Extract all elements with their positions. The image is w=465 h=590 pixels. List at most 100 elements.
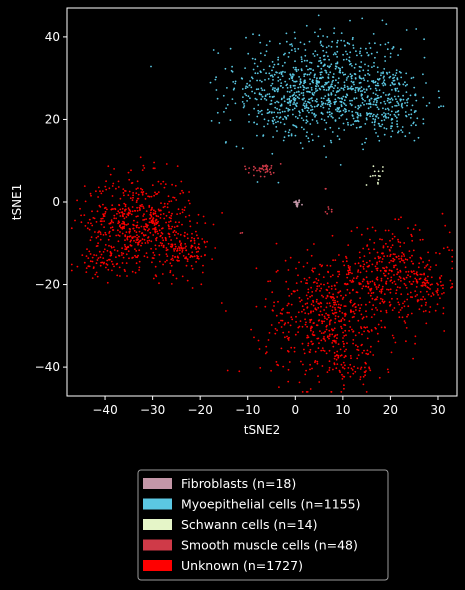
scatter-point — [284, 110, 286, 113]
scatter-point — [276, 107, 278, 110]
scatter-point — [370, 316, 373, 318]
scatter-point — [134, 254, 136, 257]
scatter-point — [441, 212, 444, 215]
scatter-point — [291, 75, 294, 78]
scatter-point — [315, 79, 318, 82]
scatter-point — [398, 82, 400, 85]
scatter-point — [123, 225, 125, 228]
scatter-point — [422, 296, 425, 298]
scatter-point — [280, 103, 283, 106]
scatter-point — [336, 281, 338, 284]
scatter-point — [306, 297, 309, 300]
scatter-point — [320, 44, 323, 47]
scatter-point — [423, 272, 425, 275]
scatter-point — [316, 362, 319, 365]
scatter-point — [106, 281, 109, 284]
scatter-point — [406, 101, 409, 104]
scatter-point — [89, 253, 92, 255]
scatter-point — [215, 76, 218, 79]
scatter-point — [282, 118, 284, 121]
scatter-point — [360, 94, 363, 97]
scatter-point — [397, 271, 399, 273]
scatter-point — [289, 74, 292, 76]
scatter-point — [330, 285, 333, 287]
scatter-point — [193, 242, 196, 245]
scatter-point — [389, 52, 392, 55]
scatter-point — [201, 271, 204, 274]
scatter-point — [226, 369, 229, 372]
scatter-point — [76, 199, 78, 202]
scatter-point — [234, 80, 237, 83]
scatter-point — [294, 97, 297, 100]
scatter-point — [176, 256, 179, 259]
scatter-point — [328, 337, 330, 340]
scatter-point — [366, 349, 369, 352]
scatter-point — [430, 295, 433, 297]
scatter-point — [119, 197, 122, 200]
scatter-point — [158, 282, 160, 285]
scatter-point — [396, 110, 399, 113]
scatter-point — [303, 352, 306, 355]
scatter-point — [76, 265, 79, 268]
scatter-point — [374, 42, 376, 45]
scatter-point — [268, 332, 271, 334]
scatter-point — [229, 47, 232, 50]
scatter-point — [391, 130, 394, 133]
scatter-point — [284, 336, 286, 339]
scatter-point — [411, 254, 413, 257]
scatter-point — [387, 229, 390, 232]
scatter-point — [174, 248, 177, 250]
scatter-point — [128, 235, 131, 238]
scatter-point — [401, 131, 404, 134]
scatter-point — [338, 320, 341, 323]
scatter-point — [404, 284, 407, 287]
scatter-point — [398, 70, 401, 73]
scatter-point — [316, 105, 318, 108]
scatter-point — [289, 104, 292, 107]
scatter-point — [171, 212, 173, 215]
scatter-point — [314, 73, 316, 76]
scatter-point — [304, 54, 307, 57]
scatter-point — [364, 100, 366, 102]
scatter-point — [293, 80, 295, 83]
scatter-point — [293, 96, 295, 99]
scatter-point — [166, 203, 169, 205]
scatter-point — [138, 226, 140, 229]
scatter-point — [311, 133, 313, 136]
scatter-point — [393, 79, 396, 82]
scatter-point — [351, 369, 354, 371]
scatter-point — [375, 267, 378, 270]
scatter-point — [386, 245, 389, 248]
scatter-point — [330, 208, 333, 211]
scatter-point — [350, 367, 353, 370]
scatter-point — [377, 96, 380, 99]
scatter-point — [290, 346, 293, 349]
scatter-point — [306, 336, 308, 339]
scatter-point — [349, 271, 352, 274]
scatter-point — [369, 47, 372, 49]
scatter-point — [96, 210, 99, 213]
scatter-point — [233, 87, 236, 90]
scatter-point — [427, 282, 430, 284]
scatter-point — [355, 50, 357, 53]
scatter-point — [289, 86, 292, 89]
scatter-point — [351, 305, 354, 307]
scatter-point — [305, 321, 307, 324]
scatter-point — [334, 94, 337, 96]
scatter-point — [181, 249, 184, 252]
scatter-point — [127, 214, 130, 217]
scatter-point — [102, 251, 105, 253]
scatter-point — [314, 100, 317, 102]
scatter-point — [336, 107, 339, 110]
scatter-point — [168, 227, 171, 230]
scatter-point — [262, 169, 265, 171]
scatter-point — [144, 198, 147, 200]
scatter-point — [375, 307, 377, 309]
scatter-point — [306, 334, 309, 337]
scatter-point — [154, 265, 157, 268]
scatter-point — [144, 225, 147, 228]
scatter-point — [260, 80, 263, 83]
scatter-point — [365, 89, 368, 91]
scatter-point — [326, 111, 329, 114]
scatter-point — [273, 73, 276, 76]
